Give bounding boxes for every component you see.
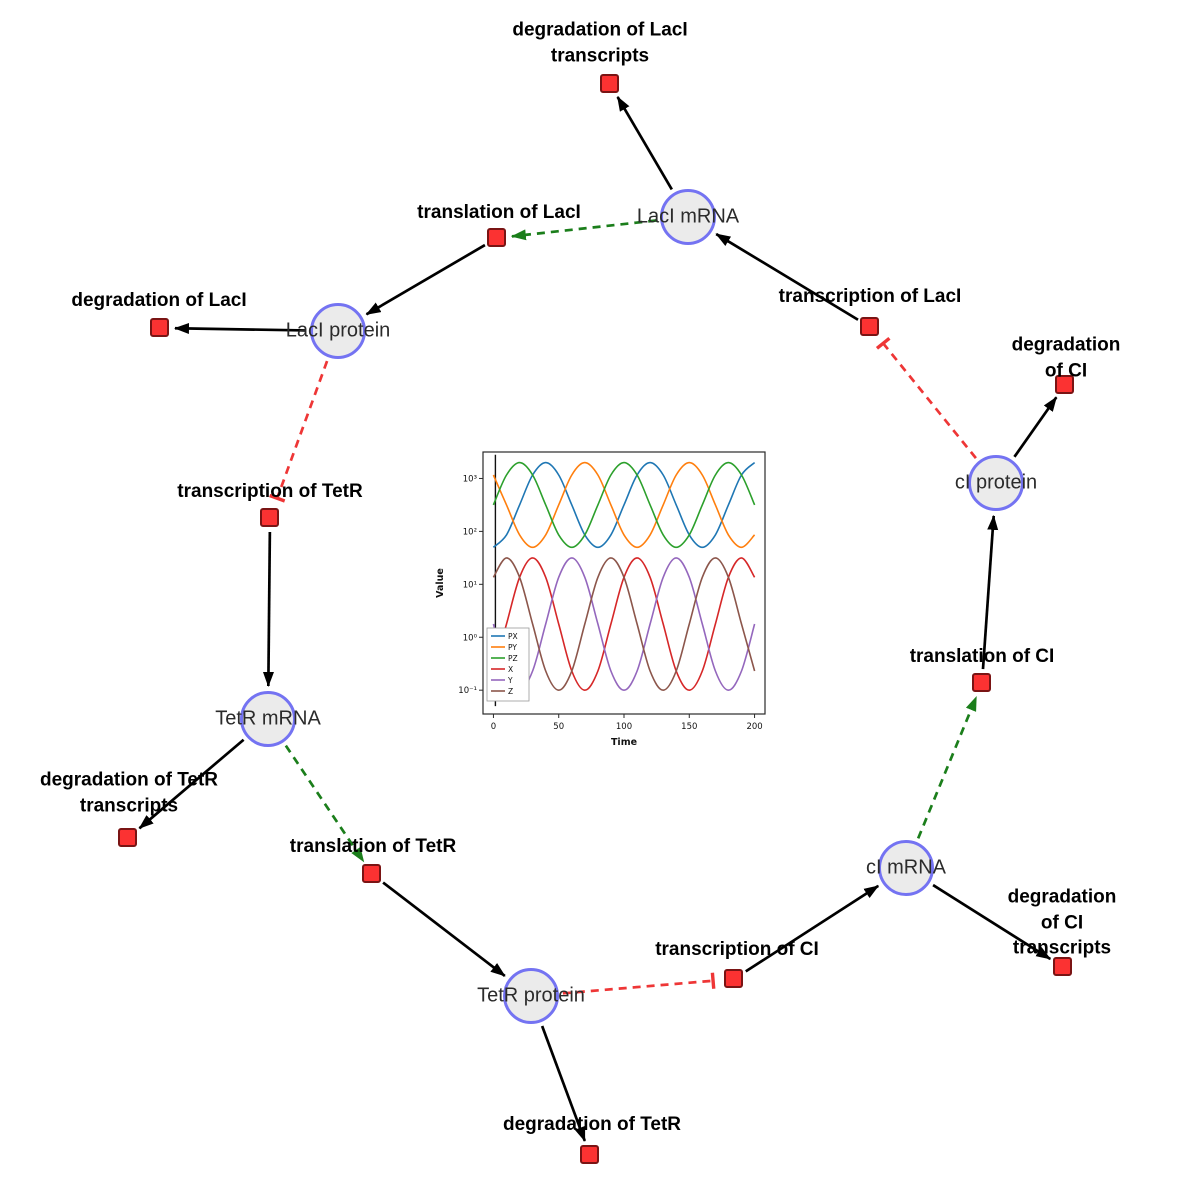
reaction-label-translation-laci: translation of LacI <box>417 202 581 224</box>
series-line-Z <box>492 557 756 692</box>
edge-production-translation_tetr-tetr_protein <box>382 881 506 977</box>
reaction-node-deg-laci[interactable] <box>150 318 169 337</box>
x-tick-label: 100 <box>616 722 632 732</box>
species-label-tetr-mrna: TetR mRNA <box>215 707 321 730</box>
reaction-node-deg-laci-tx[interactable] <box>600 74 619 93</box>
edge-modifier-ci_mrna-translation_ci <box>916 695 978 839</box>
edge-production-transcription_laci-laci_mrna <box>715 232 859 321</box>
reaction-label-deg-ci-tx: degradation of CI transcripts <box>1007 886 1117 959</box>
reaction-label-transcription-laci: transcription of LacI <box>778 286 962 308</box>
species-label-ci-mrna: cI mRNA <box>866 856 946 879</box>
reaction-node-deg-ci[interactable] <box>1055 375 1074 394</box>
simulation-plot: 0 50 100 150 200 10⁻¹ 10⁰ 10¹ 10² 10³ Time Value PX P… <box>435 451 766 748</box>
series-line-PY <box>492 461 756 549</box>
y-tick-label: 10⁻¹ <box>458 686 477 696</box>
simulation-chart-inset: 0 50 100 150 200 10⁻¹ 10⁰ 10¹ 10² 10³ Time Value PX P… <box>425 444 773 762</box>
legend-label-Z: Z <box>508 687 513 696</box>
reaction-node-transcription-laci[interactable] <box>860 317 879 336</box>
species-label-tetr-protein: TetR protein <box>477 984 585 1007</box>
species-node-laci-mrna[interactable] <box>660 189 716 245</box>
reaction-node-translation-tetr[interactable] <box>362 864 381 883</box>
x-tick-label: 0 <box>491 722 496 732</box>
reaction-node-translation-laci[interactable] <box>487 228 506 247</box>
species-label-ci-protein: cI protein <box>954 471 1038 494</box>
reaction-node-deg-ci-tx[interactable] <box>1053 957 1072 976</box>
y-tick-label: 10³ <box>463 474 477 484</box>
y-tick-label: 10⁰ <box>463 633 478 643</box>
reaction-label-deg-tetr-tx: degradation of TetR transcripts <box>39 769 219 816</box>
reaction-label-deg-ci: degradation of CI <box>1011 334 1121 381</box>
x-axis-label: Time <box>611 737 637 748</box>
edge-production-transcription_ci-ci_mrna <box>745 884 880 973</box>
edge-consumption-tetr_protein-deg_tetr <box>540 1025 587 1142</box>
series-line-Y <box>492 557 756 692</box>
series-line-PX <box>492 461 756 549</box>
edge-consumption-tetr_mrna-deg_tetr_tx <box>138 738 245 830</box>
reaction-node-deg-tetr[interactable] <box>580 1145 599 1164</box>
edge-inhibition-tetr_protein-transcription_ci <box>562 972 716 995</box>
species-label-laci-mrna: LacI mRNA <box>636 205 740 228</box>
legend-label-PZ: PZ <box>508 654 518 663</box>
edge-consumption-laci_protein-deg_laci <box>173 322 307 334</box>
reaction-node-deg-tetr-tx[interactable] <box>118 828 137 847</box>
edge-modifier-laci_mrna-translation_laci <box>510 219 657 241</box>
reaction-label-transcription-ci: transcription of CI <box>655 939 819 961</box>
reaction-label-translation-ci: translation of CI <box>909 646 1055 668</box>
species-node-tetr-protein[interactable] <box>503 968 559 1024</box>
edge-modifier-tetr_mrna-translation_tetr <box>284 744 365 863</box>
x-tick-label: 50 <box>553 722 564 732</box>
y-axis-label: Value <box>435 568 446 598</box>
legend-label-PX: PX <box>508 632 518 641</box>
x-tick-label: 200 <box>746 722 762 732</box>
edge-consumption-ci_protein-deg_ci <box>1013 396 1058 458</box>
series-line-PZ <box>492 461 756 549</box>
edge-inhibition-ci_protein-transcription_laci <box>875 336 977 459</box>
edge-consumption-laci_mrna-deg_laci_tx <box>616 96 673 191</box>
edge-production-translation_ci-ci_protein <box>981 514 999 670</box>
y-tick-label: 10² <box>463 527 477 537</box>
y-tick-label: 10¹ <box>463 580 477 590</box>
legend-label-Y: Y <box>507 676 513 685</box>
species-node-ci-protein[interactable] <box>968 455 1024 511</box>
species-node-tetr-mrna[interactable] <box>240 691 296 747</box>
reaction-label-deg-laci: degradation of LacI <box>71 290 247 312</box>
legend-label-X: X <box>508 665 513 674</box>
reaction-label-deg-tetr: degradation of TetR <box>502 1114 682 1136</box>
reaction-label-transcription-tetr: transcription of TetR <box>177 481 363 503</box>
reaction-label-translation-tetr: translation of TetR <box>289 836 457 858</box>
legend-label-PY: PY <box>508 643 517 652</box>
edge-inhibition-laci_protein-transcription_tetr <box>269 360 329 503</box>
plot-frame <box>482 451 766 715</box>
species-node-ci-mrna[interactable] <box>878 840 934 896</box>
legend-box <box>486 627 530 702</box>
reaction-node-transcription-tetr[interactable] <box>260 508 279 527</box>
edge-consumption-ci_mrna-deg_ci_tx <box>932 883 1052 961</box>
reaction-node-transcription-ci[interactable] <box>724 969 743 988</box>
reaction-node-translation-ci[interactable] <box>972 673 991 692</box>
species-node-laci-protein[interactable] <box>310 303 366 359</box>
x-tick-label: 150 <box>681 722 697 732</box>
edge-production-translation_laci-laci_protein <box>365 243 486 316</box>
species-label-laci-protein: LacI protein <box>285 319 391 342</box>
reaction-label-deg-laci-tx: degradation of LacI transcripts <box>512 19 688 66</box>
edge-production-transcription_tetr-tetr_mrna <box>262 531 274 688</box>
